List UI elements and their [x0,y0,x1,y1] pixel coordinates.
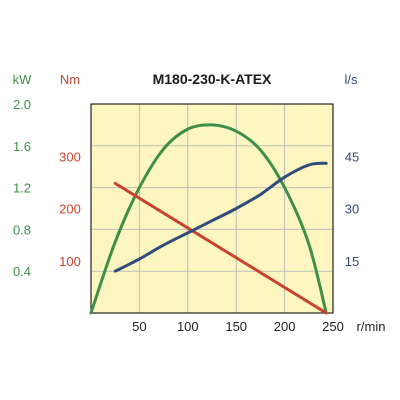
x-axis-unit: r/min [357,319,386,334]
torque-tick-label: 300 [59,149,81,164]
torque-line [113,181,328,315]
chart-title: M180-230-K-ATEX [153,71,272,87]
x-tick-label: 100 [177,319,199,334]
x-tick-label: 50 [132,319,146,334]
flow-tick-label: 45 [345,149,359,164]
flow-axis-unit: l/s [345,72,359,87]
power-curve [89,123,328,315]
power-tick-label: 0.8 [13,222,31,237]
x-tick-label: 150 [225,319,247,334]
chart-marks-group: 50 100 150 200 250 0.4 0.8 1.2 1.6 2.0 100 200 300 15… [13,97,359,334]
torque-axis-unit: Nm [60,72,80,87]
power-tick-label: 1.2 [13,181,31,196]
flow-curve [113,161,328,273]
power-tick-label: 2.0 [13,97,31,112]
plot-frame [90,103,334,314]
power-tick-label: 0.4 [13,264,31,279]
flow-tick-label: 15 [345,254,359,269]
torque-tick-label: 100 [59,254,81,269]
torque-tick-label: 200 [59,202,81,217]
x-tick-label: 250 [322,319,344,334]
power-axis-unit: kW [13,72,33,87]
plot-background [91,104,333,313]
x-tick-label: 200 [274,319,296,334]
power-tick-label: 1.6 [13,139,31,154]
flow-tick-label: 30 [345,202,359,217]
plot-area-group [90,103,334,314]
